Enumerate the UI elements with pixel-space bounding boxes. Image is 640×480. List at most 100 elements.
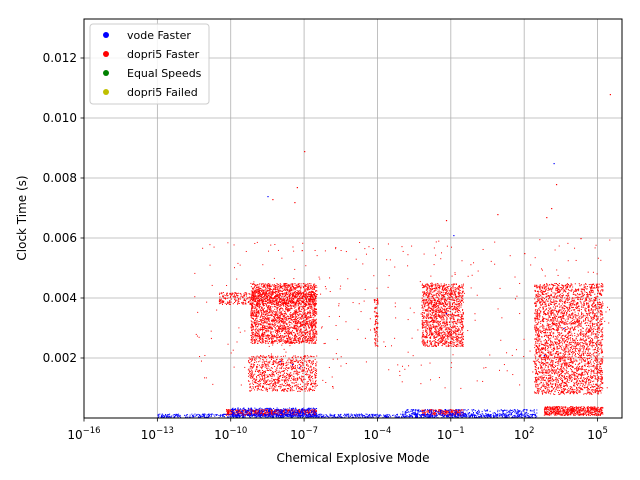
data-point: [277, 364, 279, 366]
data-point: [308, 326, 310, 328]
data-point: [297, 339, 299, 341]
data-point: [266, 321, 268, 323]
data-point: [265, 293, 267, 295]
data-point: [263, 300, 265, 302]
data-point: [295, 369, 297, 371]
data-point: [264, 412, 266, 414]
data-point: [440, 297, 442, 299]
data-point: [275, 311, 277, 313]
data-point: [304, 313, 306, 315]
data-point: [268, 302, 270, 304]
data-point: [253, 315, 255, 317]
data-point: [282, 304, 284, 306]
data-point: [265, 388, 267, 390]
data-point: [261, 377, 263, 379]
data-point: [271, 320, 273, 322]
data-point: [254, 341, 256, 343]
data-point: [271, 334, 273, 336]
data-point: [219, 300, 221, 302]
data-point: [297, 299, 299, 301]
data-point: [428, 314, 430, 316]
data-point: [262, 370, 264, 372]
data-point: [262, 300, 264, 302]
data-point: [274, 365, 276, 367]
data-point: [290, 288, 292, 290]
data-point: [442, 302, 444, 304]
data-point: [306, 297, 308, 299]
data-point: [315, 381, 317, 383]
data-point: [288, 335, 290, 337]
data-point: [267, 342, 269, 344]
data-point: [277, 290, 279, 292]
data-point: [272, 388, 274, 390]
data-point: [261, 307, 263, 309]
data-point: [298, 285, 300, 287]
data-point: [266, 380, 268, 382]
data-point: [280, 364, 282, 366]
data-point: [283, 327, 285, 329]
data-point: [287, 373, 289, 375]
data-point: [299, 341, 301, 343]
data-point: [222, 301, 224, 303]
data-point: [246, 413, 248, 415]
data-point: [255, 382, 257, 384]
data-point: [303, 283, 305, 285]
data-point: [268, 312, 270, 314]
data-point: [308, 303, 310, 305]
data-point: [289, 373, 291, 375]
data-point: [272, 338, 274, 340]
data-point: [295, 297, 297, 299]
data-point: [297, 338, 299, 340]
data-point: [308, 312, 310, 314]
data-point: [293, 302, 295, 304]
data-point: [284, 320, 286, 322]
data-point: [252, 290, 254, 292]
data-point: [255, 379, 257, 381]
data-point: [440, 322, 442, 324]
data-point: [237, 292, 239, 294]
data-point: [266, 367, 268, 369]
data-point: [267, 317, 269, 319]
data-point: [261, 299, 263, 301]
data-point: [258, 288, 260, 290]
data-point: [304, 330, 306, 332]
data-point: [284, 322, 286, 324]
data-point: [308, 316, 310, 318]
data-point: [313, 287, 315, 289]
data-point: [297, 291, 299, 293]
data-point: [311, 325, 313, 327]
data-point: [285, 322, 287, 324]
data-point: [288, 340, 290, 342]
data-point: [302, 341, 304, 343]
data-point: [276, 336, 278, 338]
data-point: [274, 296, 276, 298]
data-point: [302, 362, 304, 364]
data-point: [315, 323, 317, 325]
data-point: [302, 376, 304, 378]
data-point: [243, 302, 245, 304]
data-point: [303, 388, 305, 390]
data-point: [255, 361, 257, 363]
data-point: [266, 289, 268, 291]
data-point: [263, 326, 265, 328]
data-point: [287, 326, 289, 328]
data-point: [283, 323, 285, 325]
data-point: [305, 294, 307, 296]
data-point: [290, 340, 292, 342]
data-point: [285, 319, 287, 321]
data-point: [264, 314, 266, 316]
data-point: [263, 285, 265, 287]
data-point: [239, 411, 241, 413]
data-point: [237, 302, 239, 304]
data-point: [295, 329, 297, 331]
data-point: [276, 365, 278, 367]
data-point: [302, 331, 304, 333]
data-point: [311, 308, 313, 310]
data-point: [313, 323, 315, 325]
data-point: [271, 413, 273, 415]
data-point: [229, 303, 231, 305]
data-point: [253, 364, 255, 366]
data-point: [234, 297, 236, 299]
data-point: [262, 300, 264, 302]
data-point: [301, 380, 303, 382]
